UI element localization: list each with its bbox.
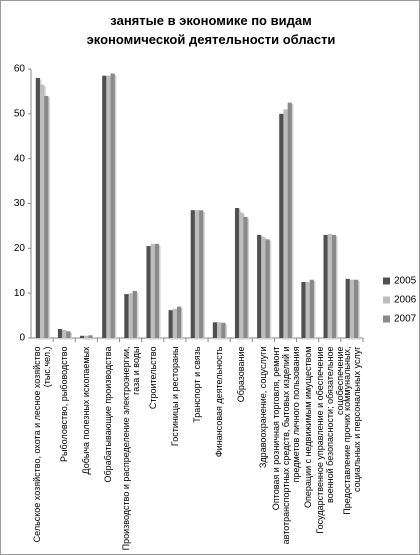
bar — [39, 84, 45, 338]
x-tick-label: Производство и распределение электроэнер… — [120, 346, 141, 550]
bar — [309, 279, 314, 338]
x-tick-label: Обрабатывающие производства — [103, 346, 114, 482]
legend-swatch — [383, 296, 390, 304]
x-tick-label: Сельское хозяйство, охота и лесное хозяй… — [32, 346, 53, 542]
bar — [35, 77, 40, 338]
bar — [279, 113, 284, 338]
bar — [349, 279, 355, 338]
y-tick-label: 60 — [14, 64, 26, 75]
bar — [84, 335, 89, 338]
x-tick-label: Рыболовство, рыбоводство — [59, 346, 70, 462]
bar — [172, 308, 177, 338]
bar — [221, 322, 226, 338]
x-tick-label: Гостиницы и рестораны — [169, 346, 180, 446]
bar — [194, 210, 200, 338]
bar — [301, 281, 306, 338]
bar — [243, 216, 248, 338]
x-tick-label: Здравоохранение, соцуслуги — [258, 346, 269, 468]
bar — [110, 73, 115, 338]
legend-swatch — [383, 315, 390, 323]
bar — [257, 234, 262, 338]
x-tick-label: Добыча полезных ископаемых — [81, 346, 92, 474]
x-tick-label: Строительство — [147, 346, 158, 409]
bar — [176, 306, 182, 338]
bar — [154, 243, 160, 338]
bar — [62, 329, 67, 338]
y-tick-label: 50 — [14, 108, 26, 119]
bar — [239, 212, 244, 338]
x-tick-label: Транспорт и связь — [192, 346, 202, 423]
bar — [354, 279, 359, 338]
x-tick-label: Финансовая деятельность — [214, 346, 225, 457]
x-tick-label: Операции с недвижимым имуществом — [302, 346, 313, 508]
bar — [283, 109, 288, 338]
y-tick-label: 30 — [14, 198, 26, 209]
bar — [327, 233, 332, 338]
bar — [265, 239, 270, 338]
y-tick-label: 20 — [14, 243, 26, 254]
bar — [323, 234, 328, 338]
bar — [199, 210, 204, 338]
bar — [88, 335, 93, 338]
bar — [234, 207, 240, 338]
x-tick-label: Образование — [236, 346, 247, 402]
x-tick-label: Предоставление прочих коммунальных, соци… — [341, 346, 362, 515]
bar — [305, 281, 310, 338]
chart-title: занятые в экономике по видам экономическ… — [86, 13, 336, 47]
bar — [212, 322, 218, 338]
bar — [102, 75, 107, 338]
bar — [128, 293, 133, 338]
y-tick-label: 10 — [14, 288, 26, 299]
bar — [124, 294, 129, 338]
bar — [287, 102, 292, 338]
y-tick-label: 0 — [19, 333, 25, 344]
bar — [66, 331, 71, 338]
bar — [261, 237, 266, 338]
bar — [150, 243, 155, 338]
bar-shadow — [89, 336, 95, 340]
bar — [132, 290, 137, 338]
x-tick-label: Государственное управление и обеспечение… — [314, 346, 345, 534]
bar — [331, 234, 337, 338]
bar-shadow — [81, 337, 86, 340]
legend-label: 2007 — [394, 314, 417, 325]
bar-shadow — [85, 337, 90, 340]
bar — [168, 310, 173, 338]
y-tick-label: 40 — [14, 153, 26, 164]
bar — [345, 278, 350, 338]
bar — [57, 329, 63, 338]
bar — [146, 246, 151, 338]
bar — [190, 210, 195, 338]
bar — [44, 95, 49, 339]
legend-label: 2005 — [394, 276, 417, 287]
bar — [217, 322, 222, 338]
legend-swatch — [383, 277, 390, 285]
bar — [80, 335, 85, 338]
x-tick-label: Оптовая и розничная торговля, ремонт авт… — [270, 346, 301, 544]
legend-label: 2006 — [394, 295, 417, 306]
bar — [106, 75, 111, 338]
